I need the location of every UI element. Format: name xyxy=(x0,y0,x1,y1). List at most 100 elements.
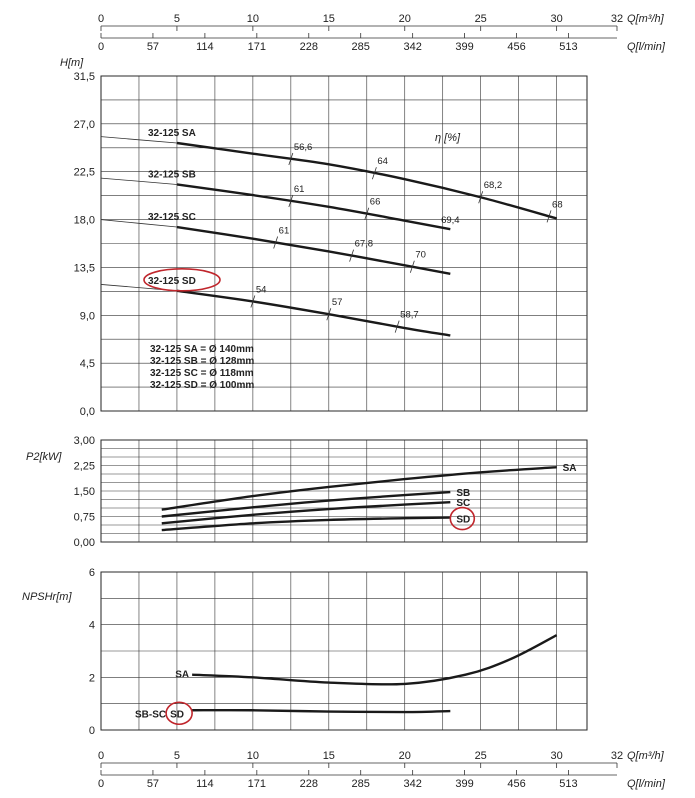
bottom-q-m3h-tick-label: 32 xyxy=(611,750,623,762)
top-q-lmin-tick-label: 285 xyxy=(352,41,370,53)
head-curve-32-125-sa xyxy=(176,141,557,220)
top-q-lmin-tick-label: 456 xyxy=(507,41,525,53)
power-ytick-label: 0,00 xyxy=(74,537,95,549)
bottom-q-lmin-tick-label: 342 xyxy=(403,778,421,790)
npsh-curve-sb-sc xyxy=(192,708,451,714)
efficiency-tick xyxy=(326,308,332,321)
efficiency-tick xyxy=(371,167,377,180)
efficiency-tick xyxy=(478,191,484,204)
bottom-q-m3h-tick-label: 25 xyxy=(475,750,487,762)
top-q-m3h-label: Q[m³/h] xyxy=(627,13,665,25)
npsh-curve-sa xyxy=(192,634,558,686)
diameter-label: 32-125 SA = Ø 140mm xyxy=(150,344,254,355)
bottom-q-lmin-tick-label: 171 xyxy=(248,778,266,790)
bottom-q-m3h-tick-label: 5 xyxy=(174,750,180,762)
efficiency-tick xyxy=(273,236,279,249)
power-curve-sa xyxy=(161,466,557,511)
power-curve-label: SB xyxy=(456,488,470,499)
bottom-q-lmin-tick-label: 114 xyxy=(196,778,214,790)
power-curve-sc xyxy=(161,501,451,525)
top-q-m3h-tick-label: 30 xyxy=(551,13,563,25)
sd-highlight-ellipse xyxy=(143,268,221,292)
diameter-label: 32-125 SB = Ø 128mm xyxy=(150,356,254,367)
efficiency-tick xyxy=(288,152,294,166)
top-q-m3h-tick-label: 15 xyxy=(323,13,335,25)
npsh-curve-label: SA xyxy=(175,670,189,681)
head-curve-32-125-sc xyxy=(176,225,451,275)
bottom-q-m3h-tick-label: 10 xyxy=(247,750,259,762)
top-q-m3h-tick-label: 5 xyxy=(174,13,180,25)
bottom-q-lmin-tick-label: 399 xyxy=(455,778,473,790)
head-curve-lead-32-125-sb xyxy=(100,177,177,185)
efficiency-tick xyxy=(546,210,552,223)
head-ylabel: H[m] xyxy=(60,57,84,69)
top-q-lmin-tick-label: 57 xyxy=(147,41,159,53)
top-q-lmin-tick-label: 171 xyxy=(248,41,266,53)
npsh-ytick-label: 0 xyxy=(89,725,95,737)
head-ytick-label: 13,5 xyxy=(74,262,95,274)
bottom-q-lmin-tick-label: 285 xyxy=(352,778,370,790)
npsh-ylabel: NPSHr[m] xyxy=(22,591,72,603)
npsh-sd-label: SD xyxy=(170,709,184,720)
top-q-lmin-tick-label: 342 xyxy=(403,41,421,53)
head-ytick-label: 18,0 xyxy=(74,215,95,227)
power-curve-label: SA xyxy=(563,463,577,474)
power-ytick-label: 2,25 xyxy=(74,461,95,473)
head-ytick-label: 31,5 xyxy=(74,71,95,83)
bottom-q-m3h-tick-label: 20 xyxy=(399,750,411,762)
power-ytick-label: 1,50 xyxy=(74,486,95,498)
efficiency-label: 54 xyxy=(256,284,267,295)
efficiency-tick xyxy=(364,207,370,220)
head-curve-label: 32-125 SC xyxy=(148,212,196,223)
power-sd-highlight-ellipse xyxy=(449,506,476,531)
head-ytick-label: 4,5 xyxy=(80,358,95,370)
efficiency-label: 61 xyxy=(294,184,305,195)
efficiency-tick xyxy=(250,295,256,308)
bottom-q-m3h-tick-label: 30 xyxy=(551,750,563,762)
bottom-q-m3h-tick-label: 15 xyxy=(323,750,335,762)
top-q-lmin-label: Q[l/min] xyxy=(627,41,666,53)
top-q-lmin-tick-label: 114 xyxy=(196,41,214,53)
power-curve-label: SC xyxy=(456,498,470,509)
efficiency-label: 68 xyxy=(552,199,563,210)
efficiency-tick xyxy=(409,260,415,273)
efficiency-label: 61 xyxy=(279,226,290,237)
top-q-lmin-tick-label: 399 xyxy=(455,41,473,53)
head-ytick-label: 9,0 xyxy=(80,310,95,322)
power-curve-sd xyxy=(161,516,451,532)
bottom-q-lmin-label: Q[l/min] xyxy=(627,778,666,790)
head-curve-lead-32-125-sa xyxy=(100,136,177,144)
top-q-lmin-tick-label: 0 xyxy=(98,41,104,53)
npsh-sd-highlight-ellipse xyxy=(165,701,193,726)
bottom-q-lmin-tick-label: 228 xyxy=(300,778,318,790)
power-curve-sb xyxy=(161,490,451,518)
head-curve-32-125-sb xyxy=(176,183,451,231)
bottom-q-lmin-tick-label: 513 xyxy=(559,778,577,790)
head-curve-label: 32-125 SD xyxy=(148,276,196,287)
efficiency-axis-label: η [%] xyxy=(435,132,461,144)
head-curve-label: 32-125 SB xyxy=(148,169,196,180)
power-ylabel: P2[kW] xyxy=(26,451,62,463)
bottom-q-m3h-label: Q[m³/h] xyxy=(627,750,665,762)
bottom-q-m3h-tick-label: 0 xyxy=(98,750,104,762)
head-curve-label: 32-125 SA xyxy=(148,128,196,139)
npsh-ytick-label: 2 xyxy=(89,672,95,684)
top-q-m3h-tick-label: 25 xyxy=(475,13,487,25)
power-curve-label: SD xyxy=(456,515,470,526)
top-q-m3h-tick-label: 32 xyxy=(611,13,623,25)
efficiency-label: 64 xyxy=(377,156,388,167)
efficiency-label: 66 xyxy=(370,197,381,208)
efficiency-label: 70 xyxy=(415,250,426,261)
bottom-q-lmin-tick-label: 57 xyxy=(147,778,159,790)
top-q-m3h-tick-label: 10 xyxy=(247,13,259,25)
head-ytick-label: 22,5 xyxy=(74,167,95,179)
efficiency-label: 67,8 xyxy=(355,239,374,250)
head-ytick-label: 27,0 xyxy=(74,119,95,131)
efficiency-label: 57 xyxy=(332,297,343,308)
power-ytick-label: 0,75 xyxy=(74,512,95,524)
diameter-label: 32-125 SD = Ø 100mm xyxy=(150,380,254,391)
top-q-lmin-tick-label: 513 xyxy=(559,41,577,53)
efficiency-label: 58,7 xyxy=(400,310,419,321)
npsh-ytick-label: 4 xyxy=(89,620,95,632)
